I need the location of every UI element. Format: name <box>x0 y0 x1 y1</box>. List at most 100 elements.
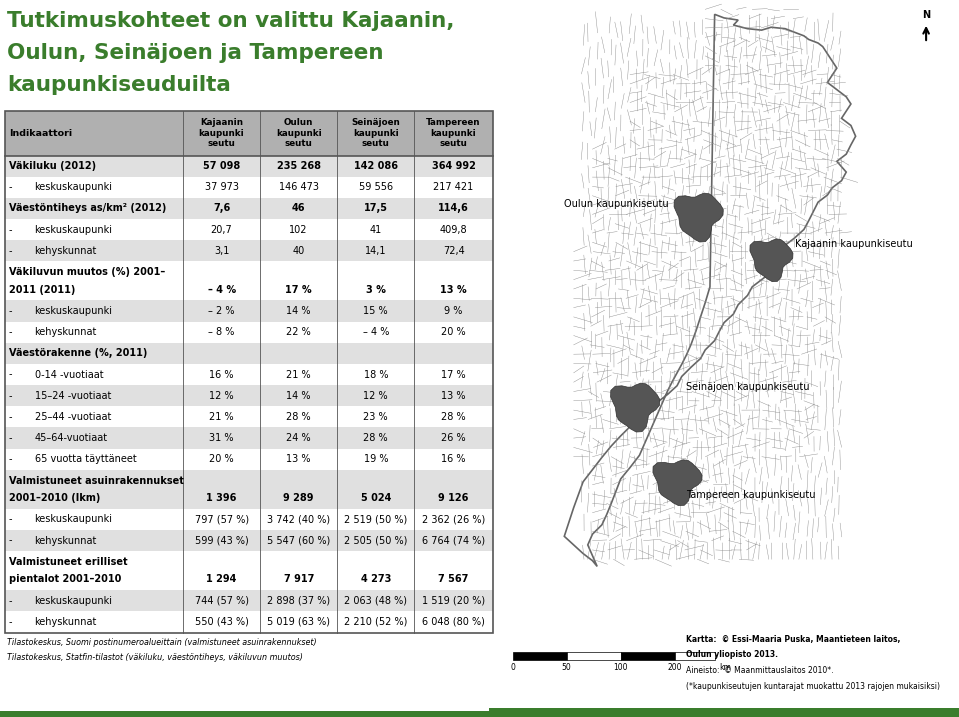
Text: -: - <box>9 391 12 401</box>
Text: 6 048 (80 %): 6 048 (80 %) <box>422 617 485 627</box>
Text: -: - <box>9 412 12 422</box>
Text: -: - <box>9 536 12 546</box>
Text: 26 %: 26 % <box>441 433 466 443</box>
Bar <box>5 449 493 470</box>
Text: kehyskunnat: kehyskunnat <box>35 246 97 256</box>
Text: 9 126: 9 126 <box>438 493 469 503</box>
Text: 20,7: 20,7 <box>211 224 232 234</box>
Bar <box>5 343 493 364</box>
Text: 13 %: 13 % <box>287 454 311 464</box>
Text: Oulun kaupunkiseutu: Oulun kaupunkiseutu <box>564 199 668 209</box>
Text: Seinäjoen
kaupunki
seutu: Seinäjoen kaupunki seutu <box>351 118 400 148</box>
Text: 57 098: 57 098 <box>203 161 240 171</box>
Text: 146 473: 146 473 <box>279 182 318 192</box>
Text: 3,1: 3,1 <box>214 246 229 256</box>
Text: Oulun, Seinäjoen ja Tampereen: Oulun, Seinäjoen ja Tampereen <box>8 43 384 63</box>
Text: 9 289: 9 289 <box>284 493 314 503</box>
Text: 9 %: 9 % <box>444 306 463 316</box>
Bar <box>0 711 494 717</box>
Text: -: - <box>9 596 12 606</box>
Text: 2011 (2011): 2011 (2011) <box>9 285 75 295</box>
Bar <box>489 708 959 717</box>
Text: – 4 %: – 4 % <box>207 285 236 295</box>
Text: keskuskaupunki: keskuskaupunki <box>35 596 112 606</box>
Text: 3 %: 3 % <box>365 285 386 295</box>
Text: 409,8: 409,8 <box>440 224 467 234</box>
Text: 65 vuotta täyttäneet: 65 vuotta täyttäneet <box>35 454 136 464</box>
Text: 15 %: 15 % <box>363 306 388 316</box>
Text: 40: 40 <box>292 246 305 256</box>
Text: 23 %: 23 % <box>363 412 388 422</box>
Text: 599 (43 %): 599 (43 %) <box>195 536 248 546</box>
Text: 19 %: 19 % <box>363 454 388 464</box>
Text: Tilastokeskus, Suomi postinumeroalueittain (valmistuneet asuinrakennukset): Tilastokeskus, Suomi postinumeroalueitta… <box>8 638 317 647</box>
Polygon shape <box>564 14 855 566</box>
Bar <box>513 652 567 660</box>
Text: 21 %: 21 % <box>287 369 311 379</box>
Text: Tampereen kaupunkiseutu: Tampereen kaupunkiseutu <box>687 490 816 500</box>
Text: 2 063 (48 %): 2 063 (48 %) <box>344 596 408 606</box>
Text: 24 %: 24 % <box>287 433 311 443</box>
Text: 200: 200 <box>667 663 682 672</box>
Text: 2001–2010 (lkm): 2001–2010 (lkm) <box>9 493 101 503</box>
Text: keskuskaupunki: keskuskaupunki <box>35 306 112 316</box>
Bar <box>5 219 493 240</box>
Text: 5 547 (60 %): 5 547 (60 %) <box>267 536 330 546</box>
Text: – 8 %: – 8 % <box>208 327 235 337</box>
Text: 13 %: 13 % <box>440 285 467 295</box>
Text: 14 %: 14 % <box>287 306 311 316</box>
Bar <box>5 111 493 156</box>
Bar <box>620 652 675 660</box>
Text: Valmistuneet asuinrakennukset: Valmistuneet asuinrakennukset <box>9 475 184 485</box>
Text: 15–24 -vuotiaat: 15–24 -vuotiaat <box>35 391 111 401</box>
Bar <box>5 177 493 198</box>
Text: 5 019 (63 %): 5 019 (63 %) <box>268 617 330 627</box>
Text: Kajaanin kaupunkiseutu: Kajaanin kaupunkiseutu <box>795 239 912 249</box>
Bar <box>5 300 493 322</box>
Text: 28 %: 28 % <box>441 412 466 422</box>
Polygon shape <box>653 460 702 505</box>
Polygon shape <box>611 383 660 432</box>
Text: 7 567: 7 567 <box>438 574 469 584</box>
Text: 102: 102 <box>290 224 308 234</box>
Text: 41: 41 <box>369 224 382 234</box>
Text: Oulun yliopisto 2013.: Oulun yliopisto 2013. <box>687 650 779 660</box>
Text: kehyskunnat: kehyskunnat <box>35 617 97 627</box>
Text: 12 %: 12 % <box>363 391 388 401</box>
Bar <box>5 551 493 590</box>
Text: -: - <box>9 454 12 464</box>
Text: 14 %: 14 % <box>287 391 311 401</box>
Text: 550 (43 %): 550 (43 %) <box>195 617 248 627</box>
Text: -: - <box>9 369 12 379</box>
Text: -: - <box>9 182 12 192</box>
Text: 114,6: 114,6 <box>438 204 469 214</box>
Bar <box>675 652 714 660</box>
Text: Väestöntiheys as/km² (2012): Väestöntiheys as/km² (2012) <box>9 204 166 214</box>
Text: Oulun
kaupunki
seutu: Oulun kaupunki seutu <box>276 118 321 148</box>
Text: 46: 46 <box>292 204 305 214</box>
Text: 17 %: 17 % <box>286 285 312 295</box>
Text: N: N <box>922 10 930 20</box>
Bar <box>5 156 493 177</box>
Text: 1 294: 1 294 <box>206 574 237 584</box>
Text: 2 519 (50 %): 2 519 (50 %) <box>344 514 408 524</box>
Text: 28 %: 28 % <box>363 433 388 443</box>
Text: 744 (57 %): 744 (57 %) <box>195 596 248 606</box>
Text: 4 273: 4 273 <box>361 574 391 584</box>
Text: 17,5: 17,5 <box>363 204 387 214</box>
Text: 72,4: 72,4 <box>443 246 464 256</box>
Bar <box>5 427 493 449</box>
Text: Tilastokeskus, Statfin-tilastot (väkiluku, väestöntiheys, väkiluvun muutos): Tilastokeskus, Statfin-tilastot (väkiluk… <box>8 652 303 662</box>
Text: kehyskunnat: kehyskunnat <box>35 536 97 546</box>
Text: 2 898 (37 %): 2 898 (37 %) <box>268 596 330 606</box>
Bar <box>5 364 493 385</box>
Text: – 2 %: – 2 % <box>208 306 235 316</box>
Text: 17 %: 17 % <box>441 369 466 379</box>
Text: 6 764 (74 %): 6 764 (74 %) <box>422 536 485 546</box>
Text: 100: 100 <box>614 663 628 672</box>
Bar <box>5 261 493 300</box>
Text: kaupunkiseuduilta: kaupunkiseuduilta <box>8 75 231 95</box>
Text: Tampereen
kaupunki
seutu: Tampereen kaupunki seutu <box>427 118 480 148</box>
Bar <box>5 240 493 261</box>
Text: -: - <box>9 514 12 524</box>
